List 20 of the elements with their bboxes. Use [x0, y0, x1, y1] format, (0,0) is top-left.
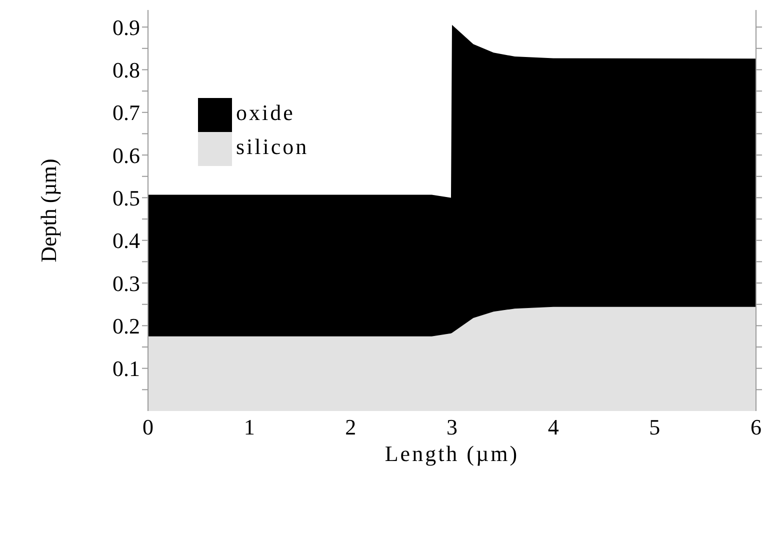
y-tick-label: 0.6 — [112, 142, 140, 168]
x-tick-label: 0 — [142, 414, 154, 440]
y-tick-label: 0.8 — [112, 58, 140, 83]
y-tick-label: 0.5 — [112, 186, 140, 211]
x-tick-label: 3 — [446, 414, 458, 440]
y-tick-label: 0.2 — [112, 313, 140, 338]
y-tick-label: 0.1 — [112, 356, 140, 382]
x-tick-label: 4 — [548, 414, 559, 440]
y-tick-label: 0.3 — [112, 270, 140, 296]
legend-label: silicon — [236, 134, 309, 160]
y-tick-label: 0.7 — [112, 100, 140, 126]
x-tick-label: 1 — [244, 414, 255, 440]
y-tick-label: 0.9 — [112, 14, 140, 40]
x-tick-label: 5 — [649, 414, 660, 440]
x-tick-label: 6 — [750, 414, 762, 440]
legend-label: oxide — [236, 100, 295, 126]
y-axis-title: Depth (µm) — [36, 158, 61, 262]
x-tick-label: 2 — [345, 414, 356, 440]
y-tick-label: 0.4 — [112, 228, 140, 254]
x-axis-title: Length (µm) — [384, 441, 520, 466]
